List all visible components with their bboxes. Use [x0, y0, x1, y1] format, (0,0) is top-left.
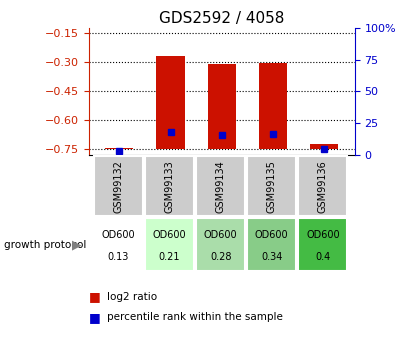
Text: GSM99132: GSM99132	[113, 160, 123, 213]
Bar	[247, 157, 296, 216]
Text: GSM99133: GSM99133	[164, 160, 174, 213]
Bar	[247, 218, 296, 272]
Bar	[94, 218, 143, 272]
Text: 0.28: 0.28	[210, 252, 231, 262]
Text: 0.21: 0.21	[159, 252, 180, 262]
Text: OD600: OD600	[102, 230, 135, 240]
Text: OD600: OD600	[153, 230, 186, 240]
Text: ■: ■	[89, 290, 100, 303]
Bar	[145, 157, 194, 216]
Text: 0.34: 0.34	[261, 252, 283, 262]
Text: 0.4: 0.4	[315, 252, 330, 262]
Bar	[145, 218, 194, 272]
Bar	[196, 218, 245, 272]
Bar	[196, 157, 245, 216]
Bar	[156, 56, 185, 149]
Text: OD600: OD600	[204, 230, 237, 240]
Bar	[94, 157, 143, 216]
Title: GDS2592 / 4058: GDS2592 / 4058	[159, 11, 285, 27]
Text: growth protocol: growth protocol	[4, 240, 86, 250]
Text: ▶: ▶	[72, 238, 81, 252]
Text: log2 ratio: log2 ratio	[107, 292, 157, 302]
Bar	[105, 148, 133, 149]
Text: percentile rank within the sample: percentile rank within the sample	[107, 313, 283, 322]
Bar	[259, 63, 287, 149]
Bar	[310, 144, 338, 149]
Bar	[208, 65, 236, 149]
Text: OD600: OD600	[255, 230, 289, 240]
Text: 0.13: 0.13	[108, 252, 129, 262]
Bar	[298, 157, 347, 216]
Text: OD600: OD600	[306, 230, 340, 240]
Text: ■: ■	[89, 311, 100, 324]
Text: GSM99135: GSM99135	[267, 160, 277, 213]
Text: GSM99136: GSM99136	[318, 160, 328, 213]
Text: GSM99134: GSM99134	[216, 160, 226, 213]
Bar	[298, 218, 347, 272]
